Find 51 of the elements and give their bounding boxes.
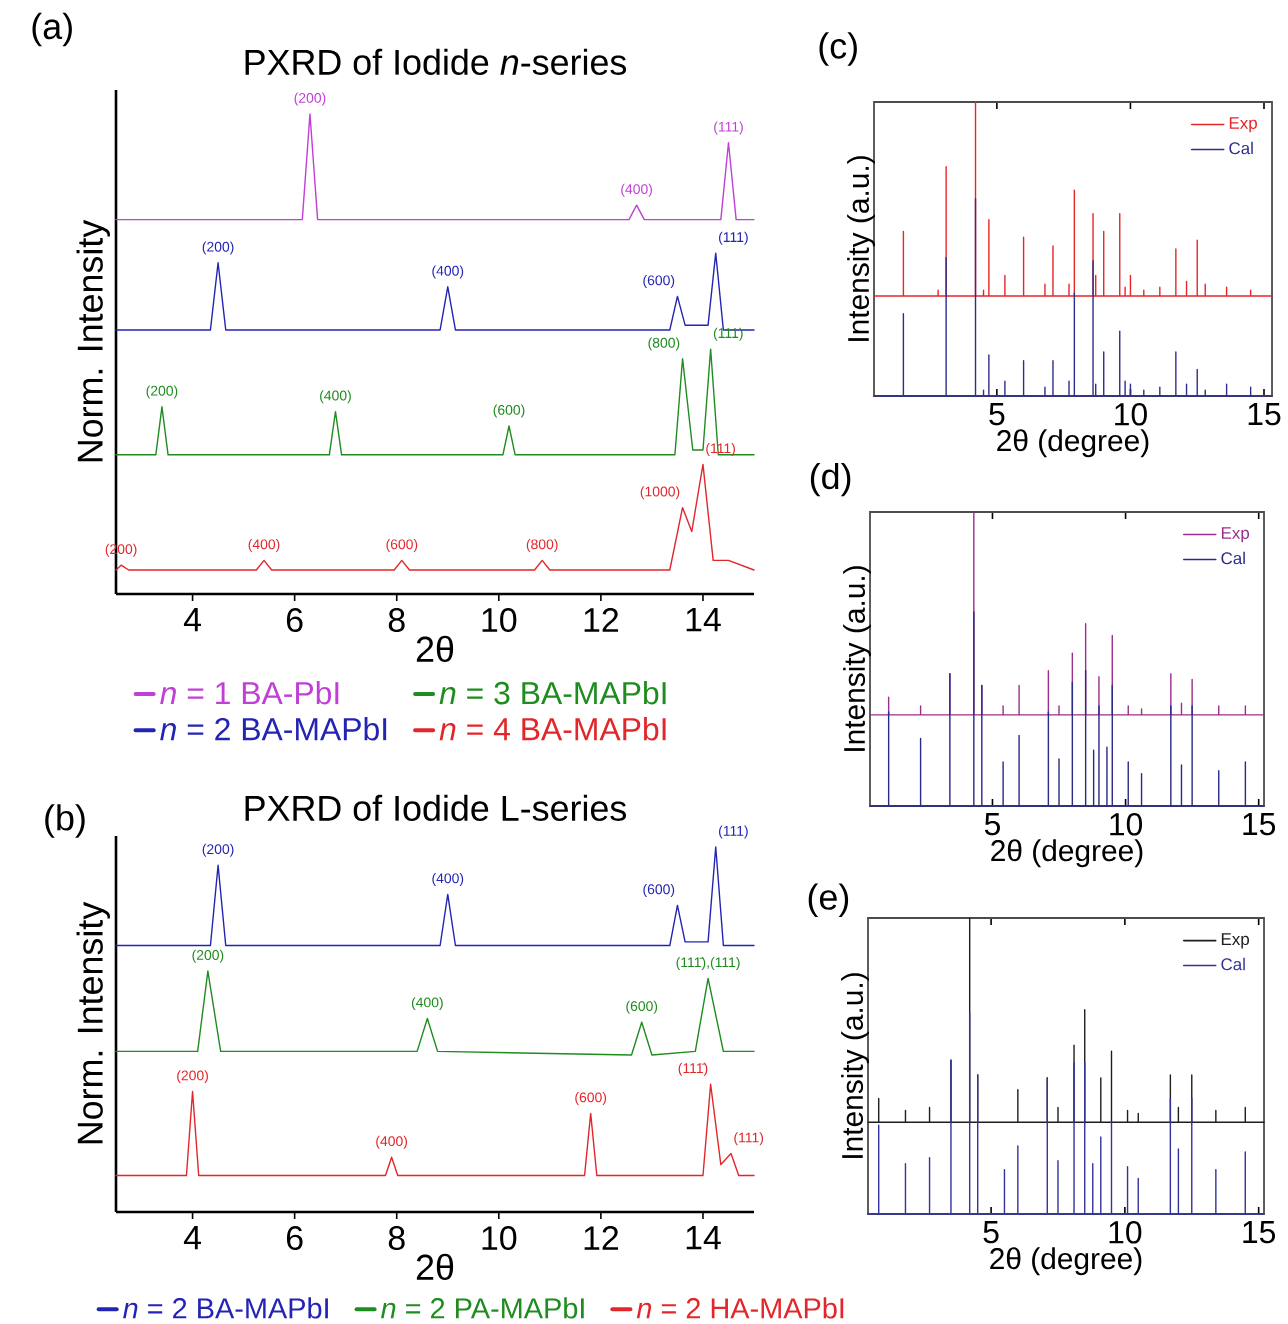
x-tick-label: 10 xyxy=(1110,813,1143,836)
y-axis-title: Norm. Intensity xyxy=(76,219,110,462)
y-axis-title: Norm. Intensity xyxy=(76,901,110,1144)
x-tick-label: 10 xyxy=(1115,403,1147,426)
legend-label: n = 2 PA-MAPbI xyxy=(381,1297,584,1319)
legend-label: Cal xyxy=(1221,957,1245,971)
x-tick-label: 12 xyxy=(584,608,619,632)
x-axis-title: 2θ (degree) xyxy=(990,1247,1142,1276)
x-axis-title: 2θ xyxy=(416,1253,454,1281)
y-axis-title: Intensity (a.u.) xyxy=(847,156,875,341)
legend-label: n = 4 BA-MAPbI xyxy=(439,717,666,741)
x-tick-label: 15 xyxy=(1248,403,1281,426)
x-axis-title: 2θ (degree) xyxy=(991,839,1143,868)
x-tick-label: 12 xyxy=(584,1226,619,1250)
legend-label: n = 3 BA-MAPbI xyxy=(439,681,666,705)
legend-label: Cal xyxy=(1221,551,1245,565)
x-tick-label: 15 xyxy=(1243,813,1276,836)
x-tick-label: 5 xyxy=(984,813,1000,836)
legend-label: Exp xyxy=(1229,117,1257,133)
legend-label: Exp xyxy=(1221,527,1250,543)
legend-label: n = 1 BA-PbI xyxy=(160,681,339,705)
x-tick-label: 15 xyxy=(1243,1221,1276,1244)
x-axis-title: 2θ xyxy=(416,635,454,663)
x-tick-label: 4 xyxy=(183,608,201,632)
legend-label: n = 2 HA-MAPbI xyxy=(636,1297,844,1319)
text: (d) xyxy=(810,462,851,497)
x-tick-label: 14 xyxy=(686,608,721,632)
x-tick-label: 5 xyxy=(983,1221,999,1244)
chart-title: PXRD of Iodide n-series xyxy=(245,48,627,75)
legend-label: Cal xyxy=(1229,141,1253,155)
text: (b) xyxy=(45,804,85,838)
x-tick-label: 5 xyxy=(989,403,1005,426)
text: (c) xyxy=(819,32,857,66)
x-tick-label: 4 xyxy=(183,1226,201,1250)
x-tick-label: 8 xyxy=(388,1226,405,1251)
legend-label: n = 2 BA-MAPbI xyxy=(123,1297,328,1319)
y-axis-title: Intensity (a.u.) xyxy=(843,566,871,751)
y-axis-title: Intensity (a.u.) xyxy=(841,973,869,1158)
x-tick-label: 6 xyxy=(286,1226,303,1251)
x-axis-title: 2θ (degree) xyxy=(997,429,1149,458)
x-tick-label: 10 xyxy=(1109,1221,1142,1244)
x-tick-label: 10 xyxy=(482,608,517,633)
legend-label: Exp xyxy=(1221,933,1250,949)
text: (e) xyxy=(808,883,849,917)
chart-title: PXRD of Iodide L-series xyxy=(245,794,627,821)
x-tick-label: 14 xyxy=(686,1226,721,1250)
x-tick-label: 6 xyxy=(286,608,303,633)
x-tick-label: 8 xyxy=(388,608,405,633)
legend-label: n = 2 BA-MAPbI xyxy=(160,717,387,741)
text: (a) xyxy=(32,12,72,47)
x-tick-label: 10 xyxy=(482,1226,517,1251)
